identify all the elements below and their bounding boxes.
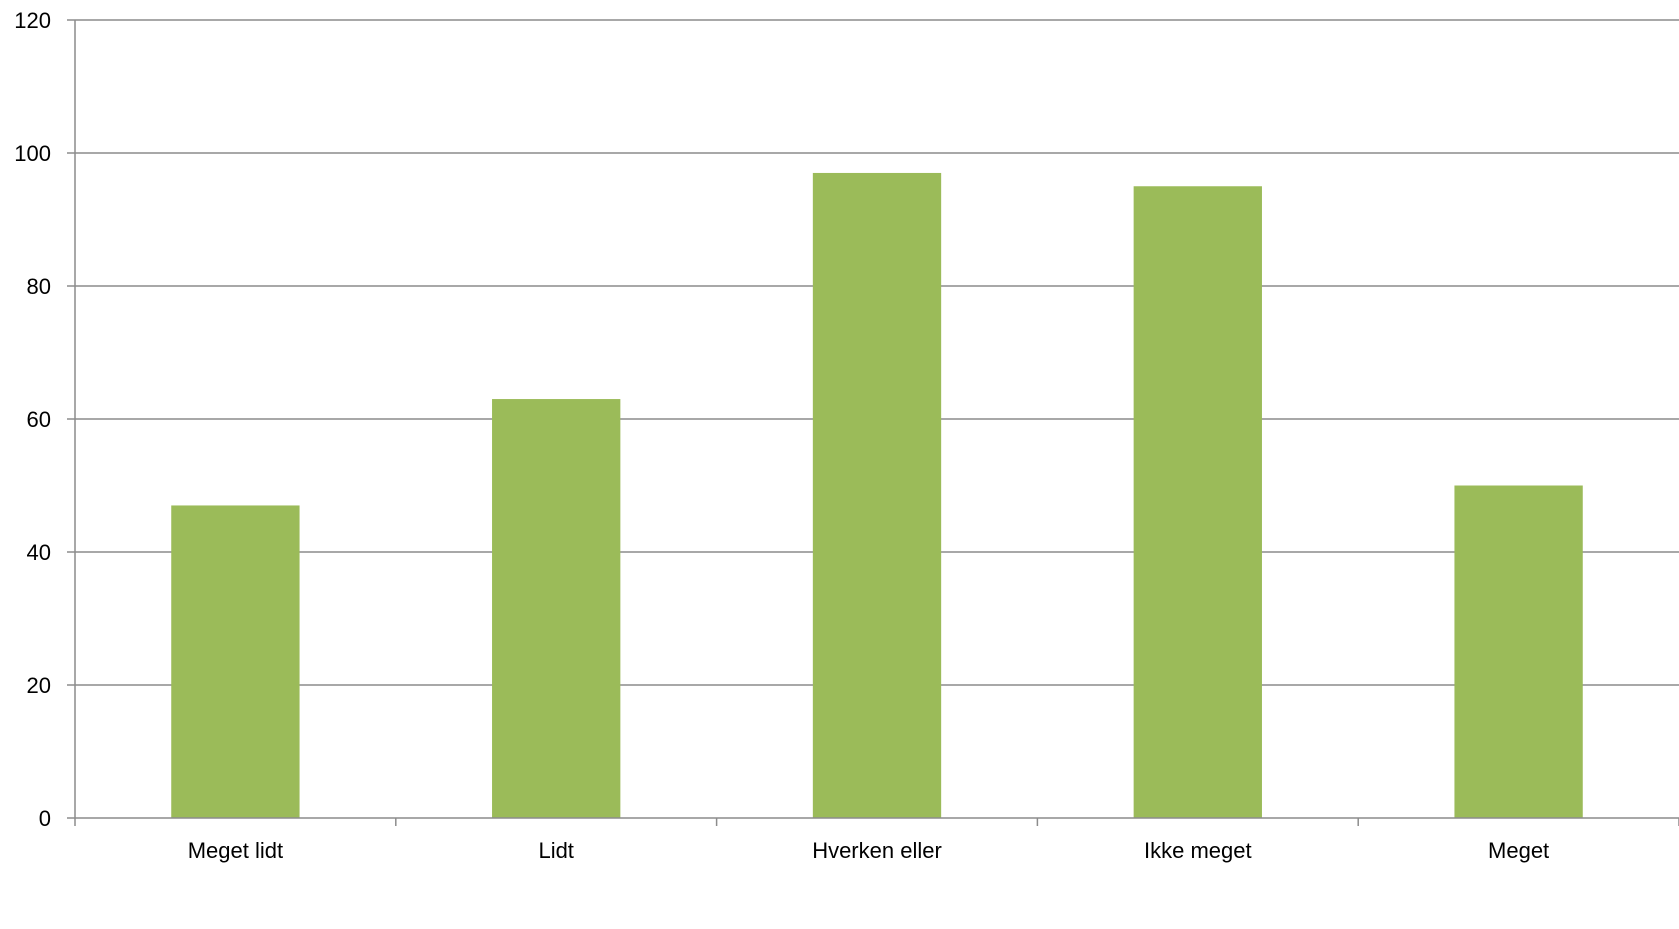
axes bbox=[67, 19, 1679, 826]
y-tick-label: 20 bbox=[27, 673, 51, 698]
x-tick-label: Lidt bbox=[538, 838, 573, 863]
y-tick-label: 0 bbox=[39, 806, 51, 831]
bar bbox=[171, 505, 300, 818]
bar bbox=[812, 172, 942, 818]
x-tick-labels: Meget lidt Lidt Hverken eller Ikke meget Meg… bbox=[188, 838, 1549, 863]
bar bbox=[1454, 485, 1583, 818]
y-tick-label: 100 bbox=[14, 141, 51, 166]
x-tick-label: Ikke meget bbox=[1144, 838, 1252, 863]
x-tick-label: Meget bbox=[1488, 838, 1549, 863]
x-tick-label: Hverken eller bbox=[812, 838, 942, 863]
y-tick-label: 80 bbox=[27, 274, 51, 299]
bars bbox=[171, 172, 1583, 818]
y-tick-label: 60 bbox=[27, 407, 51, 432]
x-tick-label: Meget lidt bbox=[188, 838, 283, 863]
bar bbox=[492, 399, 621, 818]
y-tick-label: 40 bbox=[27, 540, 51, 565]
y-tick-labels: 0 20 40 60 80 100 120 bbox=[14, 8, 51, 831]
bar bbox=[1133, 186, 1262, 818]
y-tick-label: 120 bbox=[14, 8, 51, 33]
